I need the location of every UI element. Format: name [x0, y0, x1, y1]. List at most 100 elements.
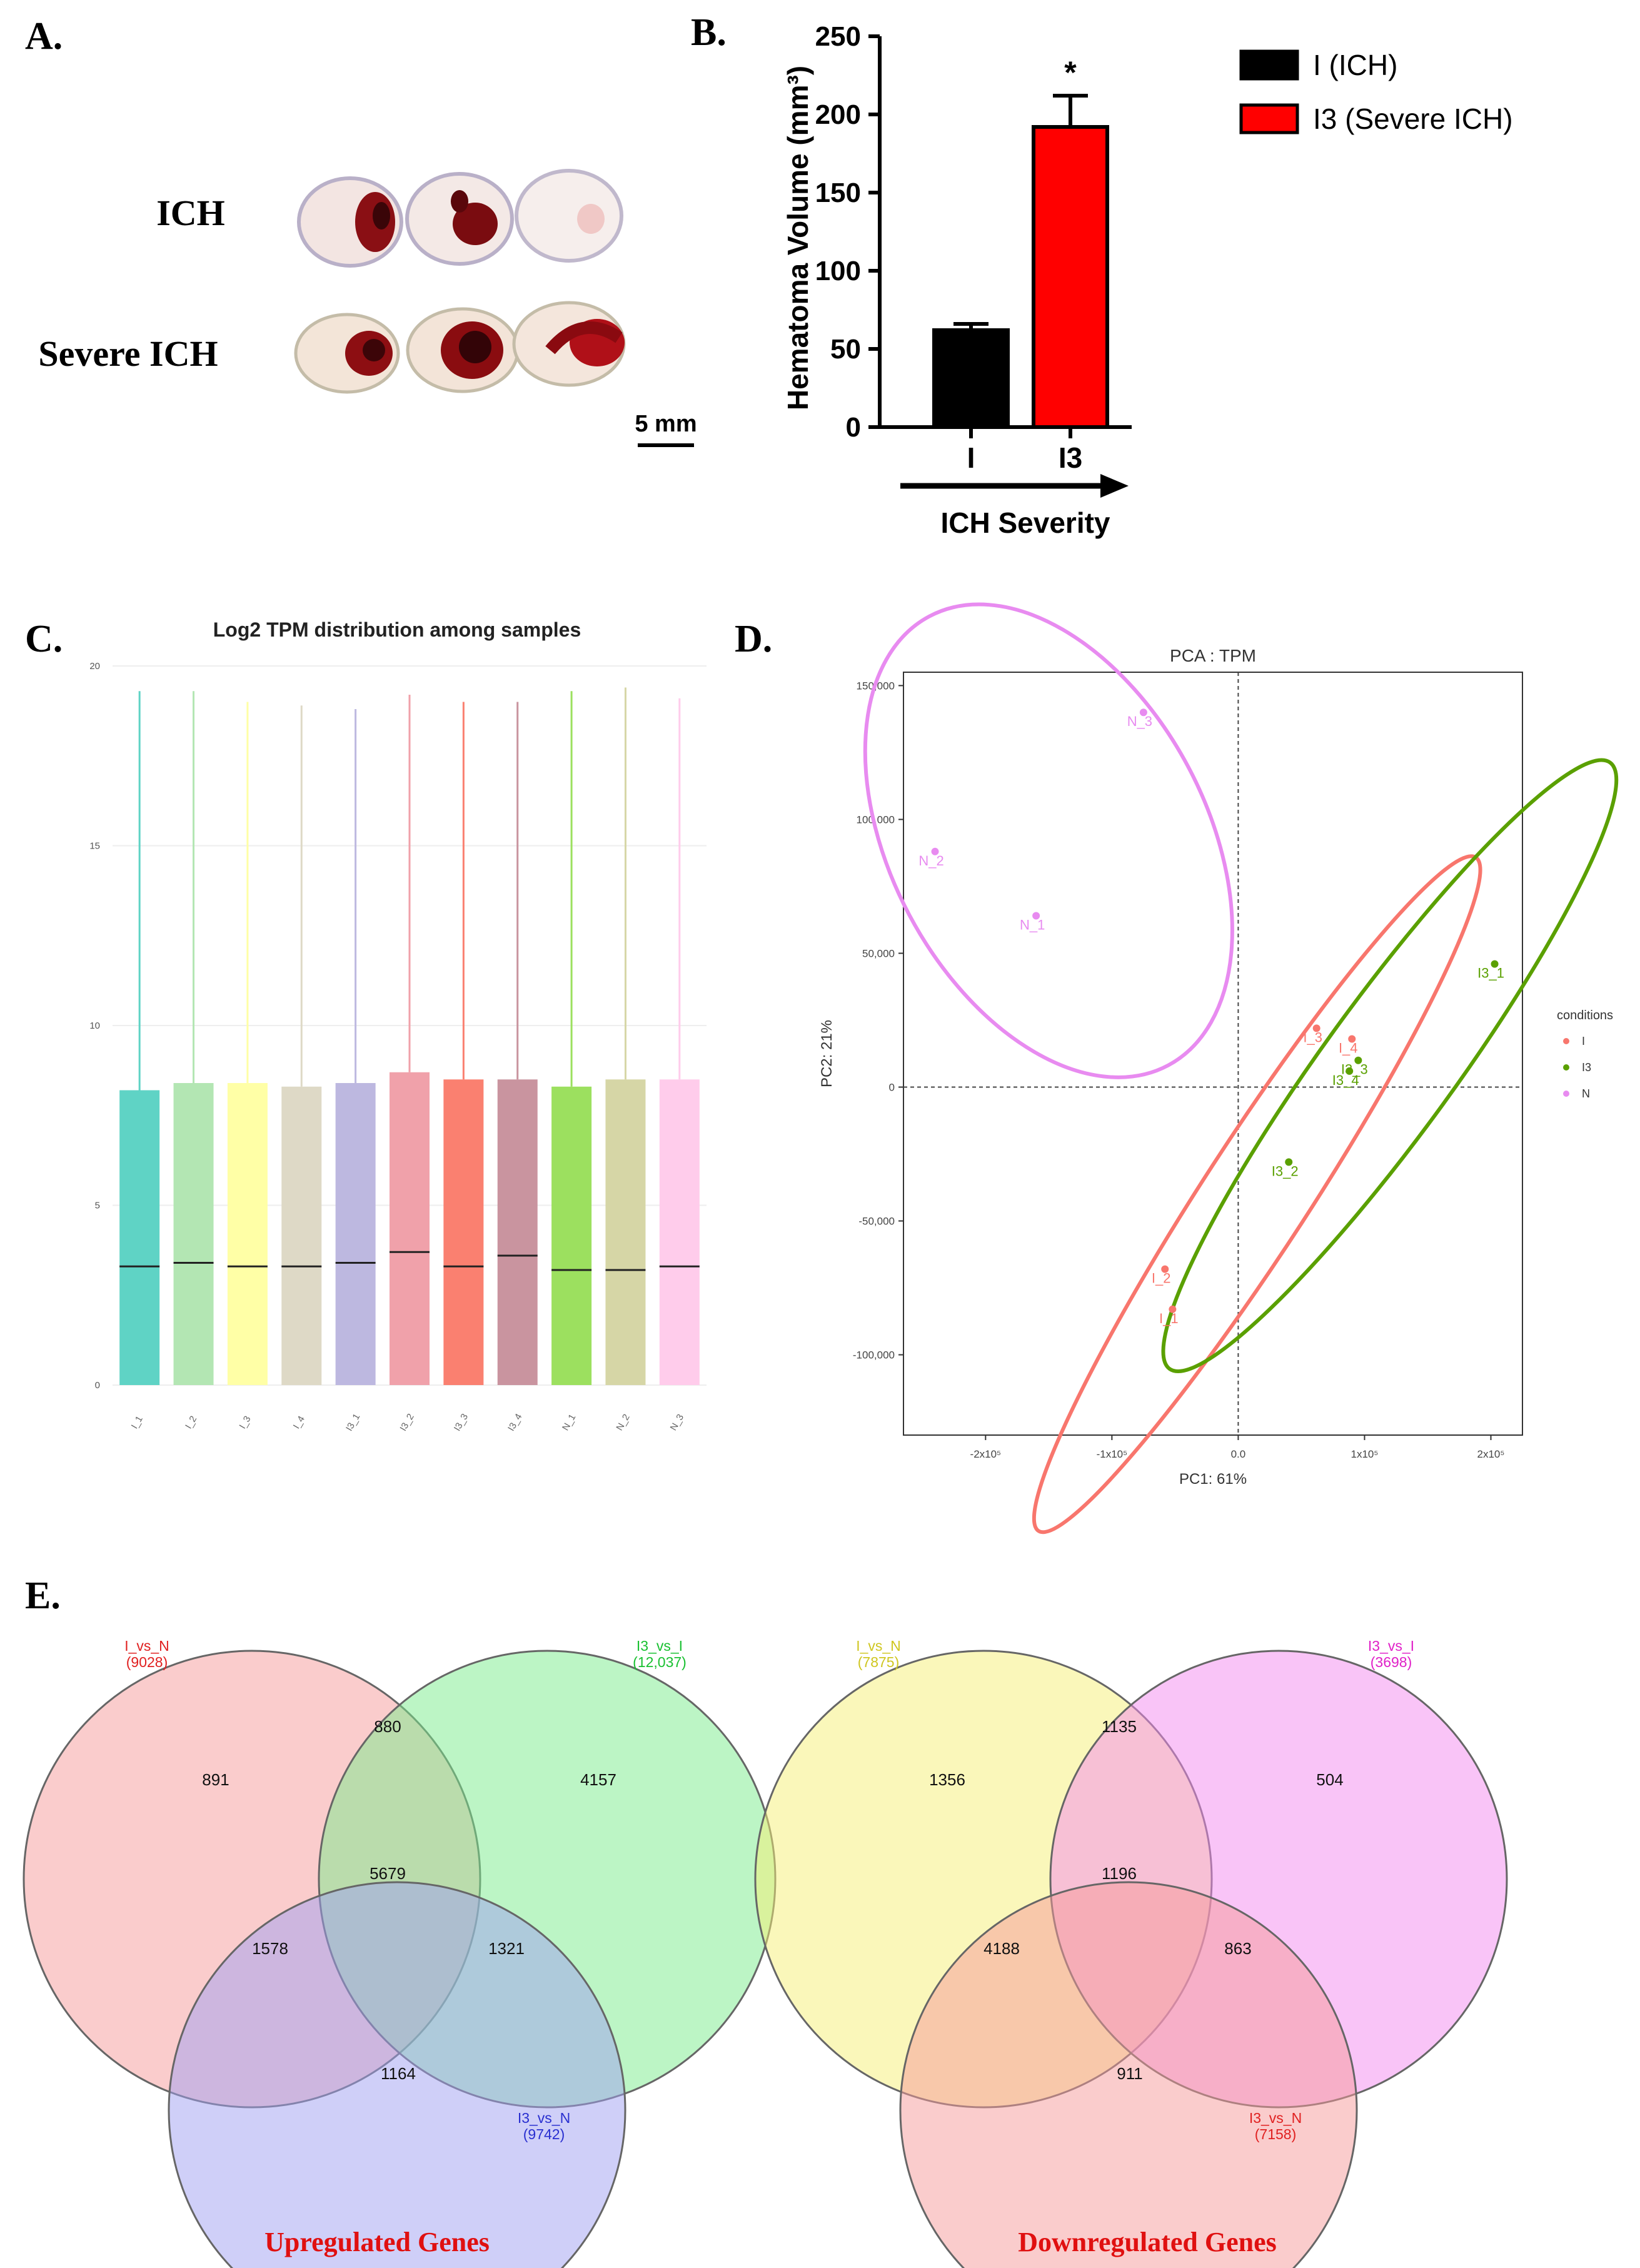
venn-region-c-only: 1164 [381, 2064, 416, 2083]
venn-set-size: (12,037) [633, 1654, 687, 1670]
box-I_3 [228, 1083, 268, 1385]
venn-region-b-only: 4157 [580, 1770, 616, 1789]
x-tick-label: I_2 [183, 1414, 199, 1431]
y-tick-label: 250 [815, 21, 861, 52]
bar-chart-bars: II3* [934, 55, 1107, 474]
pca-title: PCA : TPM [1170, 646, 1256, 665]
x-tick-label: I3 [1059, 441, 1082, 474]
pca-legend-label: N [1582, 1087, 1590, 1100]
box-I3_1 [336, 1083, 376, 1385]
venn-region-ac: 4188 [983, 1939, 1020, 1958]
y-tick-label: 50,000 [862, 947, 895, 959]
panel-d-letter: D. [735, 618, 772, 660]
venn-downregulated: 1356504113511964188863911I_vs_N(7875)I3_… [755, 1638, 1507, 2268]
x-tick-label: I_1 [129, 1414, 145, 1431]
y-tick-label: 15 [89, 841, 100, 852]
pca-legend-label: I [1582, 1035, 1585, 1047]
pca-legend-dot [1563, 1091, 1569, 1097]
pca-point-label: N_2 [918, 853, 943, 869]
y-tick-label: 5 [95, 1201, 100, 1211]
box-I_4 [281, 1087, 321, 1385]
venn-region-abc: 1196 [1102, 1864, 1137, 1883]
venn-set-name: I_vs_N [124, 1638, 169, 1654]
legend-swatch-1 [1241, 105, 1297, 133]
panel-e: E. 89141578805679157813211164I_vs_N(9028… [24, 1575, 1507, 2268]
venn-up-title: Upregulated Genes [264, 2227, 490, 2257]
scale-bar-label: 5 mm [635, 411, 697, 437]
x-tick-label: I_4 [291, 1414, 307, 1431]
pca-point-label: I_2 [1152, 1271, 1171, 1286]
y-tick-label: -100,000 [853, 1349, 895, 1361]
venn-down-title: Downregulated Genes [1018, 2227, 1277, 2257]
legend-swatch-0 [1241, 51, 1297, 79]
venn-set-size: (3698) [1371, 1654, 1412, 1670]
brain-slice-severe-3 [514, 303, 625, 385]
y-tick-label: 10 [89, 1021, 100, 1031]
venn-region-abc: 5679 [370, 1864, 406, 1883]
venn-upregulated: 89141578805679157813211164I_vs_N(9028)I3… [24, 1638, 775, 2268]
pca-point-label: N_3 [1127, 713, 1152, 729]
pca-point-label: I3_4 [1332, 1072, 1359, 1088]
x-tick-label: N_2 [614, 1413, 631, 1433]
box-I_2 [174, 1083, 214, 1385]
box-plot: Log2 TPM distribution among samples05101… [89, 618, 707, 1433]
pca-x-label: PC1: 61% [1179, 1471, 1247, 1488]
bar-chart-legend: I (ICH)I3 (Severe ICH) [1241, 49, 1513, 135]
venn-region-c-only: 911 [1117, 2064, 1142, 2083]
x-tick-label: N_1 [560, 1413, 578, 1433]
row-label-severe-ich: Severe ICH [38, 333, 218, 374]
legend-label-0: I (ICH) [1313, 49, 1397, 81]
box-N_3 [660, 1079, 700, 1385]
pca-legend-dot [1563, 1064, 1569, 1071]
panel-d: D. PCA : TPMPC1: 61%PC2: 21%-2x10⁵-1x10⁵… [735, 542, 1640, 1560]
x-tick-label: 2x10⁵ [1477, 1448, 1505, 1460]
box-plot-title: Log2 TPM distribution among samples [213, 618, 581, 641]
panel-c-letter: C. [25, 618, 63, 660]
box-I3_3 [443, 1079, 483, 1385]
severity-arrow [900, 474, 1129, 498]
brain-slice-ich-2 [407, 174, 512, 264]
pca-plot: PCA : TPMPC1: 61%PC2: 21%-2x10⁵-1x10⁵0.0… [790, 542, 1640, 1560]
row-label-ich: ICH [156, 193, 225, 233]
venn-region-bc: 1321 [488, 1939, 525, 1958]
panel-b-letter: B. [691, 11, 727, 54]
x-tick-label: I3_4 [506, 1412, 524, 1433]
brain-slice-ich-1 [299, 178, 401, 266]
venn-region-a-only: 1356 [929, 1770, 965, 1789]
venn-set-name: I3_vs_N [518, 2110, 570, 2126]
pca-point-label: I3_1 [1477, 965, 1504, 981]
y-tick-label: 100 [815, 256, 861, 286]
x-tick-label: -2x10⁵ [970, 1448, 1002, 1460]
x-tick-label: I3_3 [452, 1412, 470, 1433]
pca-legend: conditions I I3 N [1557, 1009, 1613, 1100]
pca-point-label: N_1 [1020, 917, 1045, 933]
box-I3_4 [498, 1079, 538, 1385]
pca-panel-border [903, 672, 1522, 1435]
severity-axis-label: ICH Severity [940, 507, 1110, 539]
pca-legend-dot [1563, 1038, 1569, 1044]
box-I_1 [119, 1091, 159, 1386]
y-axis-label: Hematoma Volume (mm³) [782, 66, 814, 410]
bar-i [934, 330, 1008, 427]
brain-slice-severe-1 [296, 315, 398, 392]
y-tick-label: 20 [89, 661, 100, 672]
x-tick-label: 0.0 [1231, 1448, 1246, 1460]
pca-legend-title: conditions [1557, 1009, 1613, 1022]
y-tick-label: 150 [815, 178, 861, 208]
pca-y-label: PC2: 21% [818, 1020, 835, 1087]
pca-point-label: I_3 [1303, 1029, 1322, 1045]
panel-c: C. Log2 TPM distribution among samples05… [25, 618, 707, 1433]
pca-point-label: I_4 [1339, 1040, 1358, 1056]
venn-region-ac: 1578 [252, 1939, 288, 1958]
figure: A. ICH Severe ICH [0, 0, 1640, 2268]
venn-set-name: I3_vs_I [1368, 1638, 1414, 1654]
pca-legend-label: I3 [1582, 1061, 1591, 1074]
venn-set-size: (7158) [1255, 2126, 1296, 2142]
y-tick-label: 0 [846, 412, 861, 443]
x-tick-label: 1x10⁵ [1351, 1448, 1378, 1460]
pca-point-label: I_1 [1159, 1311, 1179, 1326]
panel-a-letter: A. [25, 15, 63, 58]
box-N_2 [605, 1079, 645, 1385]
significance-marker: * [1064, 55, 1077, 90]
bar-i3 [1034, 127, 1107, 427]
